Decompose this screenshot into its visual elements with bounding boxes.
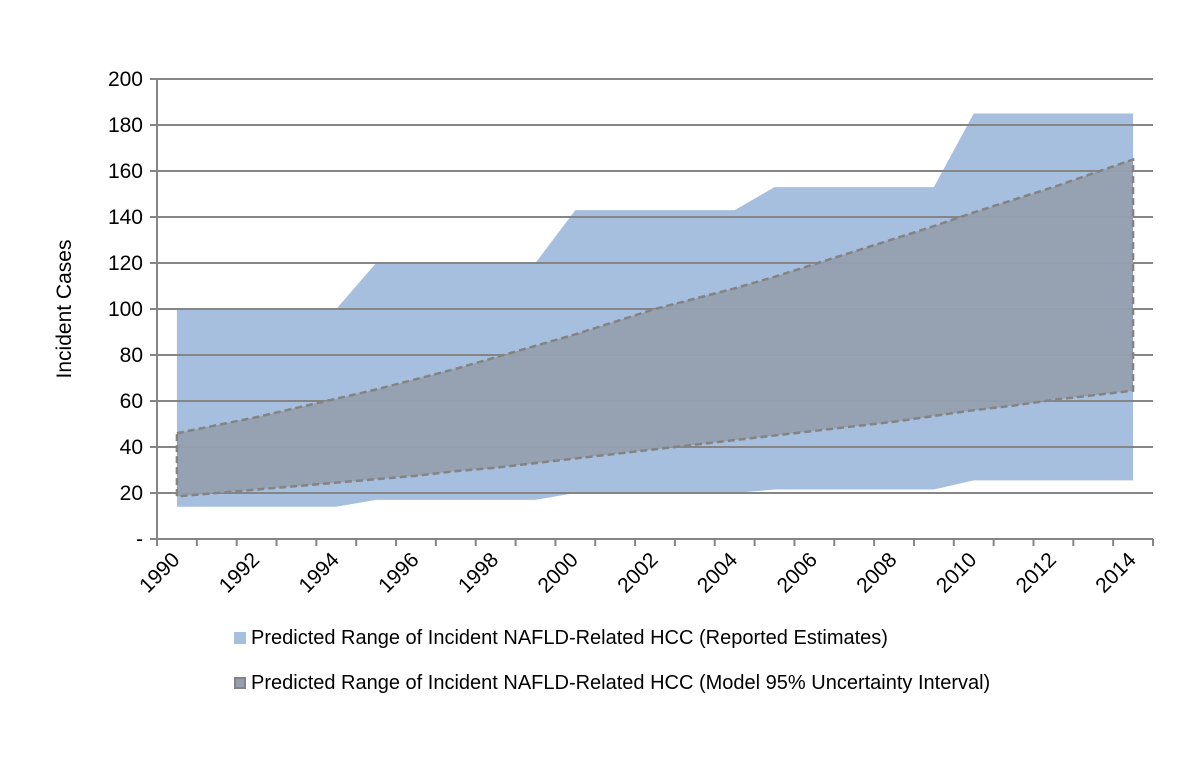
x-tick-label-2008: 2008 bbox=[852, 548, 901, 597]
x-tick-labels: 1990 1992 1994 1996 1998 2000 2002 2004 2006 2008… bbox=[135, 548, 1141, 598]
y-tick-label-100: 100 bbox=[108, 298, 143, 321]
y-tick-label-180: 180 bbox=[108, 114, 143, 137]
legend-label-model: Predicted Range of Incident NAFLD-Relate… bbox=[251, 671, 991, 694]
y-tick-label-80: 80 bbox=[120, 344, 143, 367]
x-tick-label-2000: 2000 bbox=[534, 548, 583, 597]
x-tick-label-1994: 1994 bbox=[295, 548, 345, 598]
y-tick-label-160: 160 bbox=[108, 160, 143, 183]
model-uncertainty-band bbox=[175, 157, 1135, 498]
y-tick-label-140: 140 bbox=[108, 206, 143, 229]
y-axis-title: Incident Cases bbox=[53, 240, 76, 379]
y-tick-label-20: 20 bbox=[120, 482, 143, 505]
legend: Predicted Range of Incident NAFLD-Relate… bbox=[234, 626, 990, 716]
legend-swatch-model bbox=[234, 677, 246, 689]
axes bbox=[150, 78, 1154, 546]
y-tick-label-60: 60 bbox=[120, 390, 143, 413]
y-tick-label-40: 40 bbox=[120, 436, 143, 459]
x-tick-label-1996: 1996 bbox=[374, 548, 423, 597]
y-tick-labels: - 20 40 60 80 100 120 140 160 180 200 bbox=[108, 68, 143, 551]
y-tick-label-200: 200 bbox=[108, 68, 143, 91]
x-tick-label-2004: 2004 bbox=[693, 548, 743, 598]
x-tick-label-1992: 1992 bbox=[215, 548, 264, 597]
x-tick-label-2014: 2014 bbox=[1091, 548, 1141, 598]
y-tick-label-0: - bbox=[136, 528, 143, 551]
legend-label-reported: Predicted Range of Incident NAFLD-Relate… bbox=[251, 626, 888, 649]
legend-item-reported: Predicted Range of Incident NAFLD-Relate… bbox=[234, 626, 990, 650]
legend-item-model: Predicted Range of Incident NAFLD-Relate… bbox=[234, 671, 990, 695]
x-tick-label-2006: 2006 bbox=[773, 548, 822, 597]
x-tick-label-2010: 2010 bbox=[932, 548, 981, 597]
legend-swatch-reported bbox=[234, 632, 246, 644]
y-tick-label-120: 120 bbox=[108, 252, 143, 275]
x-tick-label-2012: 2012 bbox=[1012, 548, 1061, 597]
model-overlay bbox=[175, 157, 1135, 498]
x-tick-label-1998: 1998 bbox=[454, 548, 503, 597]
x-tick-label-2002: 2002 bbox=[613, 548, 662, 597]
x-tick-label-1990: 1990 bbox=[135, 548, 184, 597]
